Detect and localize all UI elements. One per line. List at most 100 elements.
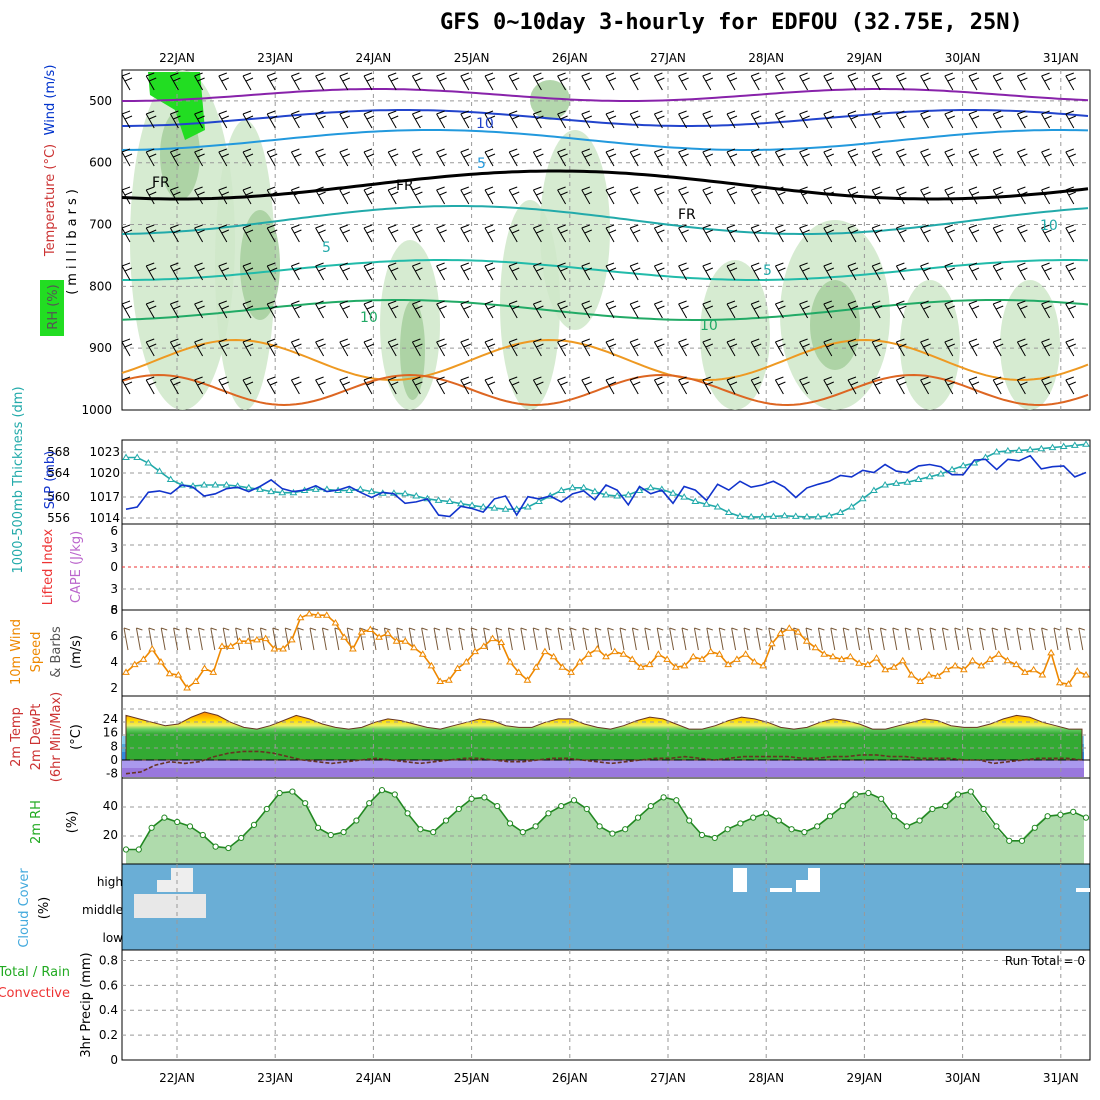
wind-barb <box>484 224 496 243</box>
li-ytick: 3 <box>110 541 118 555</box>
wind10m-speed-marker <box>907 671 916 678</box>
wind10m-barb <box>966 627 974 651</box>
rh-line-path-marker <box>353 817 360 824</box>
wind10m-speed-marker <box>322 611 331 618</box>
isotherm-blue <box>122 109 1089 127</box>
wind-barb <box>871 376 883 395</box>
wind10m-barb <box>247 627 255 651</box>
wind-barb <box>411 338 423 357</box>
slp-ytick: 560 <box>47 490 70 504</box>
rh-line-path-marker <box>442 817 450 824</box>
wind10m-barb <box>582 627 589 651</box>
thickness-line-marker <box>903 478 912 485</box>
date-label-top: 24JAN <box>356 51 392 65</box>
wind-barb <box>339 148 350 167</box>
upper-ytick: 600 <box>89 156 112 170</box>
wind-barb <box>653 72 665 91</box>
thickness-line-marker <box>211 481 220 488</box>
thickness-line-marker <box>579 483 588 491</box>
contour-label: 5 <box>763 263 772 279</box>
wind-barb <box>629 376 641 395</box>
wind10m-speed-marker <box>767 639 776 647</box>
wind10m-barb <box>321 627 329 651</box>
wind-barb <box>750 186 762 205</box>
wind10m-speed-marker <box>1003 656 1012 664</box>
wind10m-barb <box>904 627 912 651</box>
thickness-line-marker <box>669 489 677 496</box>
rh-shade-dark <box>400 300 425 400</box>
rh-line <box>122 787 1090 853</box>
temp-ylabels: 2m Temp 2m DewPt (6hr Min/Max) (°C) <box>9 692 84 782</box>
isotherm-green <box>121 299 1089 321</box>
wind-barb <box>218 338 229 357</box>
date-label-bottom: 26JAN <box>552 1071 588 1085</box>
wind-barb <box>871 224 883 243</box>
wind10m-speed-marker <box>567 668 575 675</box>
wind10m-speed-marker <box>575 658 584 665</box>
contour-label: FR <box>152 175 170 191</box>
rh-line-path-marker <box>327 831 334 839</box>
wind10m-speed-marker <box>226 642 235 649</box>
wind-barb <box>194 338 205 357</box>
wind10m-speed-marker <box>715 650 724 657</box>
wind-barb <box>508 110 520 129</box>
wind-barb <box>581 72 592 91</box>
thickness-line-marker <box>914 475 923 482</box>
thickness-line-marker <box>992 448 1001 455</box>
wind-barb <box>242 338 254 357</box>
wind-barb <box>169 376 181 395</box>
rh-line-path-marker <box>903 823 910 830</box>
upper-air-panel: 10 5 FR FR FR 5 10 10 5 10 <box>121 69 1091 411</box>
rh-line-path-marker <box>583 805 590 813</box>
wind10m-barb <box>954 627 961 651</box>
date-label-top: 30JAN <box>945 51 981 65</box>
wind-barb <box>1065 376 1076 395</box>
wind-barb <box>121 110 133 129</box>
wind-barb <box>726 148 738 167</box>
wind-barb <box>508 186 520 205</box>
wind-barb <box>774 300 786 319</box>
wind-barb <box>823 300 834 319</box>
wind-barb <box>218 110 229 129</box>
wind-barb <box>1016 224 1028 243</box>
wind10m-speed-marker <box>532 663 541 670</box>
wind10m-barb <box>470 627 478 651</box>
wind10m-speed-marker <box>497 638 506 645</box>
wind-barb <box>460 376 471 395</box>
wind10m-speed-marker <box>445 676 453 683</box>
wind-barb <box>968 224 980 243</box>
rh-line-path-marker <box>750 814 757 821</box>
thickness-line-marker <box>512 505 521 512</box>
wind-barb <box>194 262 205 281</box>
wind-barb <box>799 186 810 205</box>
wind-barb <box>266 110 278 129</box>
wind10m-speed-marker <box>349 645 357 652</box>
temp-grid <box>122 696 1090 778</box>
wind10m-speed-marker <box>479 642 488 649</box>
rh-shade-dark <box>810 280 860 370</box>
wind10m-speed-marker <box>916 677 925 684</box>
wind10m-speed-marker <box>986 655 994 662</box>
band-purple-2 <box>122 768 1084 777</box>
wind10m-barb <box>173 627 180 651</box>
wind-barb <box>484 148 496 167</box>
wind10m-barb <box>693 627 701 651</box>
wind-barb <box>169 72 181 91</box>
wind10m-barb <box>396 627 403 651</box>
wind-barb <box>1016 338 1028 357</box>
wind-barb <box>315 300 326 319</box>
wind-barb <box>605 110 617 129</box>
wind-barb <box>145 148 157 167</box>
wind10m-speed-marker <box>1073 667 1082 674</box>
thickness-line-marker <box>200 481 209 488</box>
wind10m-barb <box>284 627 292 651</box>
rh-line-path-marker <box>148 824 155 831</box>
wind-barb <box>290 262 302 281</box>
thickness-line-marker <box>166 475 175 482</box>
thickness-line-marker <box>713 503 722 510</box>
wind-barb <box>774 224 786 243</box>
wind-barb <box>581 300 592 319</box>
wind-barb <box>895 376 907 395</box>
wind10m-speed-marker <box>671 663 680 670</box>
wind-barb <box>944 224 955 243</box>
